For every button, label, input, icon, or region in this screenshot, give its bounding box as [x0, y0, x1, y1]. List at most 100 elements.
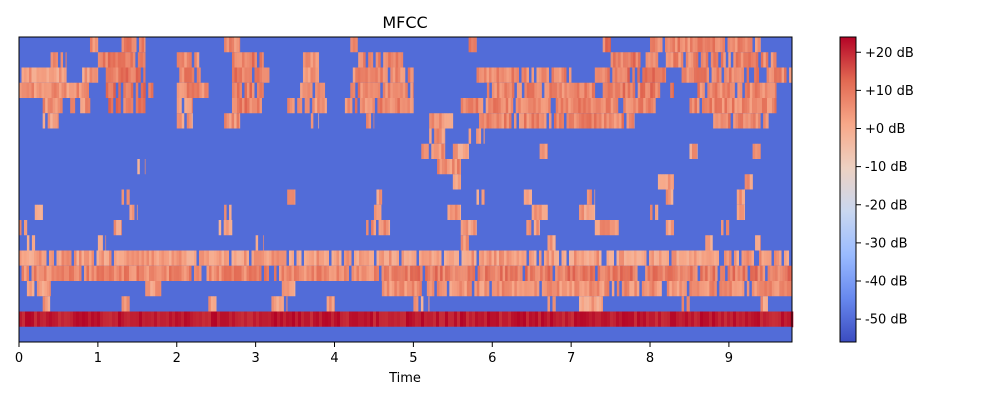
heatmap-cell: [356, 250, 360, 267]
heatmap-cell: [199, 67, 201, 84]
heatmap-cell: [732, 37, 736, 53]
heatmap-cell: [319, 311, 323, 328]
heatmap-cell: [599, 67, 603, 84]
heatmap-cell: [215, 296, 217, 312]
heatmap-cell: [615, 82, 618, 99]
heatmap-cell: [547, 311, 551, 328]
heatmap-cell: [786, 67, 790, 84]
heatmap-cell: [472, 265, 476, 282]
heatmap-cell: [397, 311, 401, 328]
heatmap-cell: [376, 204, 380, 221]
heatmap-cell: [540, 98, 544, 114]
heatmap-cell: [36, 82, 40, 99]
heatmap-cell: [665, 52, 669, 68]
heatmap-cell: [186, 113, 190, 129]
heatmap-cell: [236, 82, 240, 99]
heatmap-cell: [483, 67, 487, 84]
heatmap-cell: [498, 67, 502, 84]
heatmap-cell: [386, 220, 389, 236]
heatmap-cell: [611, 250, 615, 267]
heatmap-cell: [504, 281, 508, 297]
heatmap-cell: [756, 98, 760, 114]
heatmap-cell: [709, 250, 712, 267]
heatmap-cell: [682, 37, 686, 53]
heatmap-cell: [627, 82, 631, 99]
heatmap-cell: [619, 311, 623, 328]
heatmap-cell: [274, 265, 277, 282]
heatmap-cell: [76, 265, 80, 282]
heatmap-cell: [621, 281, 625, 297]
heatmap-cell: [586, 204, 590, 221]
heatmap-cell: [247, 311, 251, 328]
heatmap-cell: [571, 311, 575, 328]
heatmap-cell: [424, 311, 428, 328]
heatmap-cell: [733, 311, 737, 328]
heatmap-cell: [757, 311, 761, 328]
heatmap-cell: [714, 98, 718, 114]
heatmap-cell: [455, 174, 459, 190]
heatmap-cell: [31, 281, 35, 297]
heatmap-cell: [119, 250, 122, 267]
heatmap-cell: [495, 98, 499, 114]
heatmap-cell: [744, 82, 748, 99]
heatmap-cell: [503, 113, 507, 129]
heatmap-cell: [531, 82, 535, 99]
heatmap-cell: [724, 67, 727, 84]
heatmap-cell: [286, 296, 288, 312]
heatmap-cell: [752, 82, 756, 99]
heatmap-cell: [701, 98, 705, 114]
heatmap-cell: [528, 67, 532, 84]
heatmap-cell: [387, 67, 391, 84]
heatmap-cell: [166, 265, 170, 282]
heatmap-cell: [480, 98, 484, 114]
heatmap-cell: [254, 265, 257, 282]
heatmap-cell: [45, 113, 48, 129]
heatmap-cell: [594, 220, 598, 236]
heatmap-cell: [626, 250, 630, 267]
heatmap-cell: [41, 265, 45, 282]
heatmap-cell: [107, 52, 111, 68]
heatmap-cell: [380, 82, 384, 99]
heatmap-cell: [431, 250, 435, 267]
heatmap-cell: [574, 82, 578, 99]
heatmap-cell: [326, 250, 330, 267]
heatmap-cell: [742, 311, 746, 328]
heatmap-cell: [489, 82, 493, 99]
heatmap-cell: [259, 67, 263, 84]
heatmap-cell: [538, 220, 540, 236]
heatmap-cell: [625, 265, 628, 282]
heatmap-cell: [567, 265, 571, 282]
heatmap-cell: [533, 98, 537, 114]
heatmap-cell: [726, 220, 729, 236]
heatmap-cell: [515, 98, 519, 114]
heatmap-cell: [402, 82, 406, 99]
heatmap-cell: [633, 52, 636, 68]
heatmap-cell: [768, 52, 772, 68]
heatmap-cell: [730, 37, 733, 53]
heatmap-cell: [352, 37, 356, 53]
heatmap-cell: [49, 250, 52, 267]
heatmap-cell: [39, 67, 42, 84]
heatmap-cell: [534, 204, 538, 221]
heatmap-cell: [399, 250, 402, 267]
heatmap-cell: [594, 82, 596, 99]
heatmap-cell: [770, 52, 774, 68]
heatmap-cell: [784, 250, 787, 267]
heatmap-cell: [201, 82, 205, 99]
heatmap-cell: [500, 265, 503, 282]
heatmap-cell: [154, 250, 157, 267]
heatmap-cell: [234, 82, 238, 99]
heatmap-cell: [80, 98, 83, 114]
heatmap-cell: [357, 37, 359, 53]
heatmap-cell: [26, 235, 30, 251]
heatmap-cell: [760, 52, 764, 68]
heatmap-cell: [680, 37, 683, 53]
heatmap-cell: [548, 98, 552, 114]
heatmap-cell: [493, 311, 497, 328]
heatmap-cell: [176, 98, 180, 114]
heatmap-cell: [181, 113, 185, 129]
heatmap-cell: [366, 113, 369, 129]
heatmap-cell: [744, 189, 745, 206]
heatmap-cell: [292, 189, 295, 206]
heatmap-cell: [142, 311, 146, 328]
